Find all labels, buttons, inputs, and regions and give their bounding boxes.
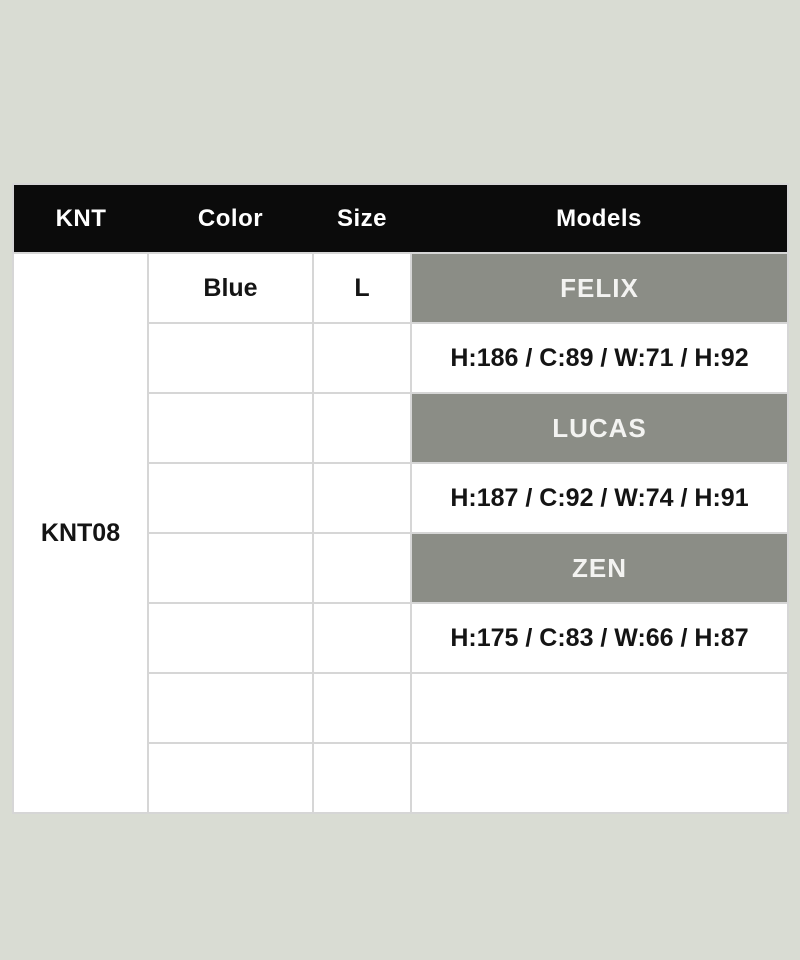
column-header-knt: KNT [13, 184, 148, 253]
column-header-size: Size [313, 184, 411, 253]
size-cell [312, 392, 412, 464]
table-row: H:175 / C:83 / W:66 / H:87 [13, 602, 789, 674]
color-cell [147, 322, 314, 394]
color-cell [147, 672, 314, 744]
table-row: H:186 / C:89 / W:71 / H:92 [13, 322, 789, 394]
table-row [13, 672, 789, 744]
table-row: H:187 / C:92 / W:74 / H:91 [13, 462, 789, 534]
color-cell [147, 602, 314, 674]
column-header-color: Color [148, 184, 313, 253]
empty-models-cell [410, 672, 789, 744]
measurements-cell: H:186 / C:89 / W:71 / H:92 [410, 322, 789, 394]
color-cell: Blue [147, 252, 314, 324]
size-cell [312, 602, 412, 674]
table-row: ZEN [13, 532, 789, 604]
size-cell [312, 532, 412, 604]
size-cell [312, 462, 412, 534]
column-header-models: Models [411, 184, 788, 253]
table-row: LUCAS [13, 392, 789, 464]
model-name-cell: LUCAS [410, 392, 789, 464]
measurements-cell: H:187 / C:92 / W:74 / H:91 [410, 462, 789, 534]
size-cell [312, 322, 412, 394]
size-cell [312, 742, 412, 814]
measurements-cell: H:175 / C:83 / W:66 / H:87 [410, 602, 789, 674]
color-cell [147, 532, 314, 604]
color-cell [147, 392, 314, 464]
header-row: KNT Color Size Models [13, 184, 788, 253]
table-row [13, 742, 789, 814]
model-name-cell: FELIX [410, 252, 789, 324]
table-row: KNT08 Blue L FELIX [12, 252, 789, 814]
product-code-cell: KNT08 [12, 252, 149, 814]
color-cell [147, 462, 314, 534]
size-cell [312, 672, 412, 744]
size-chart-table: KNT Color Size Models KNT08 Blue L FELIX… [12, 183, 789, 814]
empty-models-cell [410, 742, 789, 814]
color-cell [147, 742, 314, 814]
size-cell: L [312, 252, 412, 324]
model-name-cell: ZEN [410, 532, 789, 604]
